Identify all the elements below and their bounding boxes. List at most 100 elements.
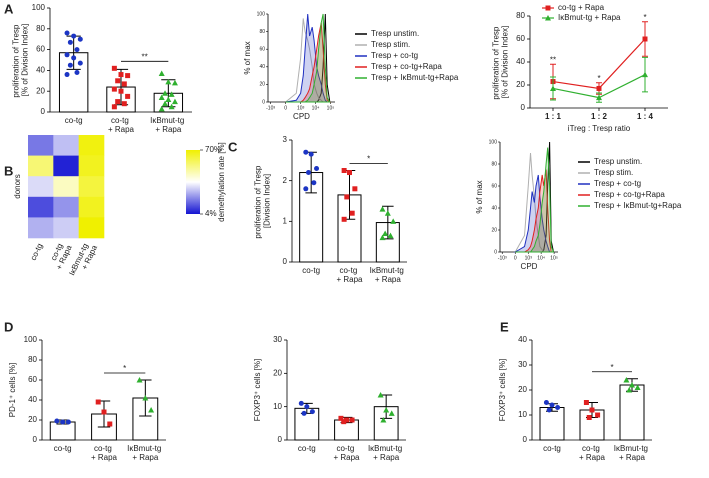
- text-line: co-tg: [111, 116, 131, 125]
- data-point: [546, 407, 552, 413]
- heatmap-cell: [78, 176, 105, 198]
- y-tick-label: 20: [259, 82, 265, 88]
- x-tick-label: 0: [284, 105, 287, 111]
- data-point: [380, 417, 387, 423]
- x-tick-label: IκBmut-tg + Rapa: [127, 444, 163, 462]
- x-tick-label: co-tg + Rapa: [91, 444, 118, 462]
- data-point: [595, 412, 601, 418]
- x-tick-label: 1 : 1: [545, 112, 562, 121]
- data-point: [171, 98, 178, 105]
- legend-label: Tresp stim.: [594, 168, 633, 177]
- text-line: IκBmut-tg: [150, 116, 186, 125]
- data-point: [341, 168, 347, 173]
- data-point: [165, 96, 172, 103]
- data-point: [338, 415, 344, 421]
- text-line: + Rapa: [155, 125, 182, 134]
- x-tick-label: 10⁴: [537, 255, 545, 261]
- data-point: [349, 210, 355, 216]
- data-point: [379, 206, 386, 212]
- text-line: IκBmut-tg: [370, 266, 406, 275]
- legend-label: Tresp stim.: [371, 40, 410, 49]
- text-line: + Rapa: [132, 453, 159, 462]
- y-tick-label: 3: [283, 135, 288, 144]
- x-tick-label: 10⁵: [327, 105, 335, 111]
- density-curve: [515, 147, 555, 253]
- annotation: *: [597, 74, 600, 83]
- y-tick-label: 10: [518, 410, 527, 419]
- x-tick-label: 10³: [525, 255, 533, 261]
- data-point: [118, 88, 124, 94]
- data-point: [387, 232, 394, 239]
- data-point: [165, 78, 172, 85]
- heatmap-cell: [78, 196, 105, 218]
- data-point: [64, 52, 70, 58]
- heatmap-cell: [53, 135, 79, 156]
- data-point: [136, 377, 143, 383]
- x-tick-label: 0: [514, 255, 517, 261]
- text-line: + Rapa: [91, 453, 118, 462]
- y-tick-label: 30: [518, 360, 527, 369]
- y-tick-label: 80: [259, 29, 265, 35]
- y-tick-label: 0: [262, 99, 265, 105]
- legend-marker: [545, 5, 551, 11]
- panel-letter: B: [4, 163, 13, 178]
- data-point: [168, 91, 175, 97]
- data-point: [65, 419, 71, 425]
- data-point: [314, 165, 320, 171]
- x-axis-label: CPD: [521, 262, 538, 271]
- data-point: [162, 90, 169, 96]
- x-tick-label: -10³: [498, 255, 507, 261]
- colorbar: [186, 150, 200, 214]
- y-axis-label: % of max: [243, 41, 252, 74]
- text-line: co-tg: [94, 444, 114, 453]
- y-tick-label: 60: [259, 47, 265, 53]
- text-line: IκBmut-tg: [614, 444, 650, 453]
- y-tick-label: 20: [491, 227, 497, 233]
- text-line: co-tg: [582, 444, 602, 453]
- data-point: [390, 218, 397, 224]
- text-line: co-tg: [336, 444, 356, 453]
- y-tick-label: 60: [491, 183, 497, 189]
- data-point: [158, 94, 165, 100]
- x-tick-label: 1 : 4: [637, 112, 654, 121]
- x-tick-label: co-tg: [54, 444, 72, 453]
- data-point: [634, 384, 641, 390]
- y-tick-label: 60: [28, 375, 37, 384]
- y-tick-label: 80: [491, 161, 497, 167]
- heatmap-cell: [53, 155, 79, 177]
- data-point: [303, 186, 309, 192]
- text-line: IκBmut-tg: [127, 444, 163, 453]
- x-tick-label: co-tg: [543, 444, 561, 453]
- y-axis-label: proliferation of Tresp [% of Division In…: [492, 24, 510, 99]
- text-line: [% of Division Index]: [21, 24, 30, 96]
- legend-label: Tresp + co-tg+Rapa: [371, 62, 442, 71]
- colorbar-tick-label: 70%: [205, 145, 221, 154]
- text-line: + Rapa: [333, 453, 360, 462]
- y-tick-label: 0: [278, 435, 283, 444]
- colorbar-label: demethylation rate [%]: [217, 142, 226, 222]
- y-axis-label: proliferation of Tresp [% of Division In…: [12, 22, 30, 97]
- heatmap-cell: [28, 196, 54, 218]
- x-tick-label: IκBmut-tg + Rapa: [150, 116, 186, 134]
- data-point: [171, 79, 178, 86]
- x-tick-label: 10⁵: [550, 255, 558, 261]
- text-line: [Division Index]: [263, 174, 272, 228]
- y-tick-label: 0: [523, 435, 528, 444]
- data-point: [67, 62, 73, 68]
- data-point: [304, 404, 310, 410]
- y-axis-label: PD-1⁺ cells [%]: [8, 363, 17, 417]
- legend-label: Tresp unstim.: [594, 157, 642, 166]
- heatmap-cell: [28, 135, 54, 156]
- data-point: [379, 234, 386, 241]
- legend-label: Tresp + co-tg: [371, 51, 418, 60]
- data-point: [377, 392, 384, 398]
- text-line: + Rapa: [579, 453, 606, 462]
- data-point: [349, 417, 355, 423]
- panel-letter: C: [228, 139, 238, 154]
- x-tick-label: IκBmut-tg + Rapa: [370, 266, 406, 284]
- data-point: [71, 33, 77, 39]
- data-point: [111, 104, 117, 110]
- data-point: [382, 230, 389, 237]
- data-point: [301, 410, 307, 416]
- data-point: [384, 210, 391, 216]
